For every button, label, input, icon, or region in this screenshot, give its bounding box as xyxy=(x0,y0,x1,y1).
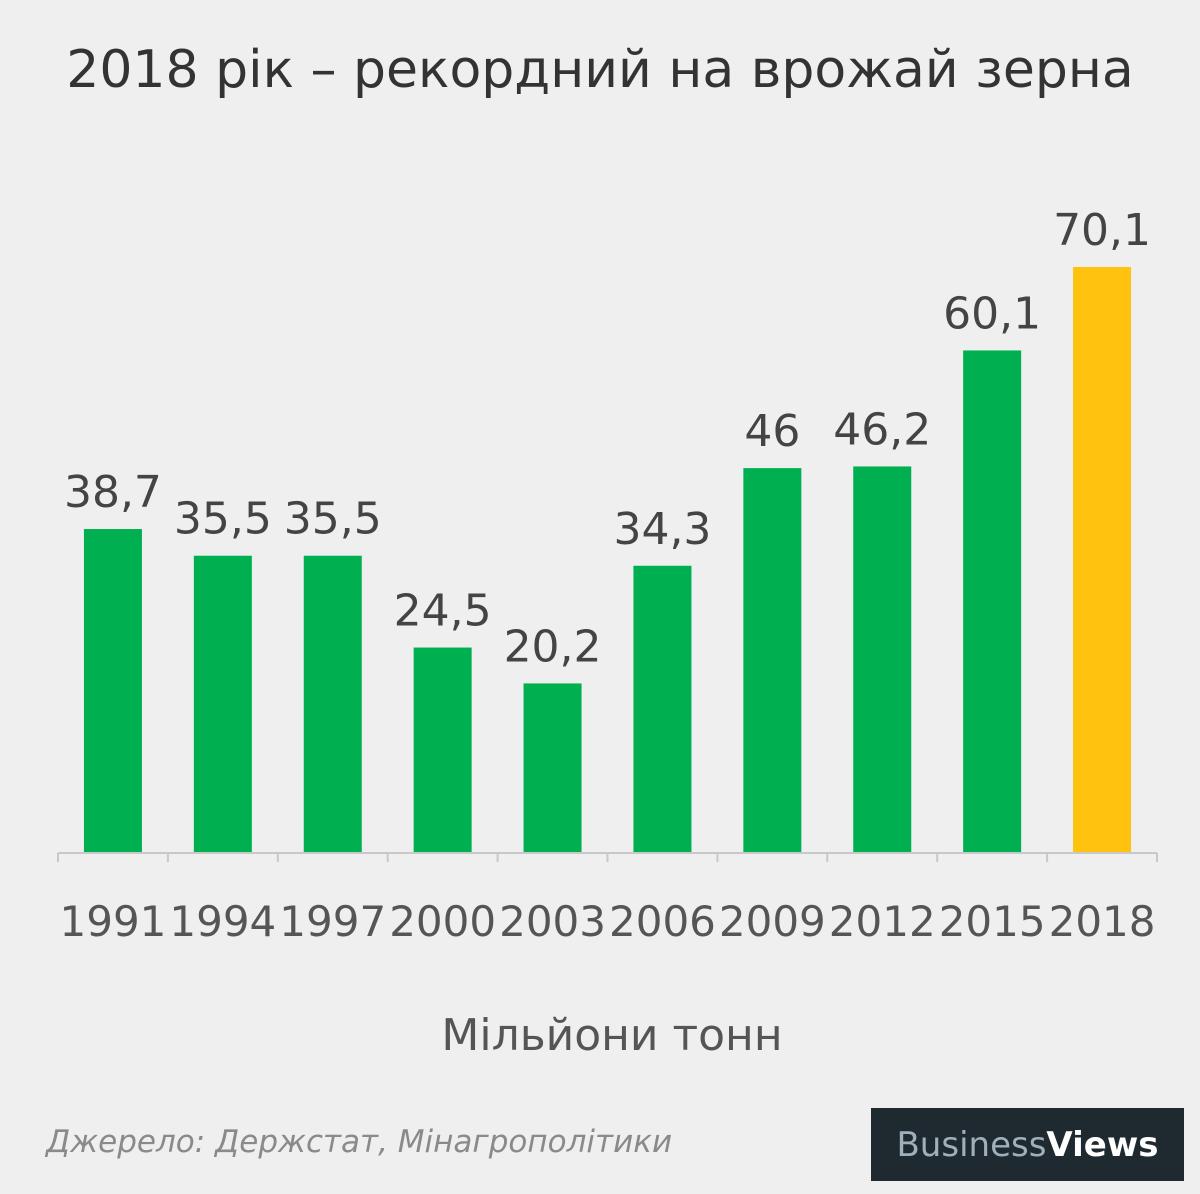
x-tick-label-2009: 2009 xyxy=(719,897,826,946)
x-tick-label-2000: 2000 xyxy=(389,897,496,946)
value-label-2009: 46 xyxy=(744,406,800,457)
chart-title: 2018 рік – рекордний на врожай зерна xyxy=(66,40,1134,100)
bar-chart: 38,735,5 35,524,520,234,346 46,260,170,1 1… xyxy=(57,205,1158,946)
x-tick-labels: 1991 1994 1997 2000 2003 2006 2009 2012 2015 2018 xyxy=(60,897,1156,946)
bar-2018 xyxy=(1073,267,1132,852)
bar-1994 xyxy=(193,555,252,852)
unit-label: Мільйони тонн xyxy=(441,1010,783,1061)
bar-1991 xyxy=(83,529,142,852)
logo-text-views: Views xyxy=(1046,1124,1159,1165)
bar-2006 xyxy=(633,565,692,852)
value-label-2015: 60,1 xyxy=(943,288,1041,339)
value-label-1991: 38,7 xyxy=(64,467,162,518)
bar-2000 xyxy=(413,647,472,852)
x-tick-label-2018: 2018 xyxy=(1049,897,1156,946)
value-label-2012: 46,2 xyxy=(833,404,931,455)
x-tick-label-2012: 2012 xyxy=(829,897,936,946)
value-label-2003: 20,2 xyxy=(504,621,602,672)
bar-1997 xyxy=(303,555,362,852)
x-tick-label-1994: 1994 xyxy=(169,897,276,946)
logo-text-business: Business xyxy=(896,1124,1047,1165)
bars-layer xyxy=(83,267,1132,852)
x-tick-label-1991: 1991 xyxy=(60,897,167,946)
value-label-2000: 24,5 xyxy=(394,586,492,637)
value-label-1997: 35,5 xyxy=(284,494,382,545)
value-label-2018: 70,1 xyxy=(1053,205,1151,256)
value-label-1994: 35,5 xyxy=(174,494,272,545)
x-tick-label-2015: 2015 xyxy=(939,897,1046,946)
x-tick-label-1997: 1997 xyxy=(279,897,386,946)
bar-2003 xyxy=(523,683,582,852)
x-tick-label-2003: 2003 xyxy=(499,897,606,946)
businessviews-logo: Business Views xyxy=(871,1108,1184,1181)
bar-2015 xyxy=(963,350,1022,852)
source-note: Джерело: Держстат, Мінагрополітики xyxy=(46,1124,673,1160)
value-label-2006: 34,3 xyxy=(613,504,711,555)
value-labels: 38,735,5 35,524,520,234,346 46,260,170,1 xyxy=(64,205,1151,672)
bar-2012 xyxy=(853,466,912,852)
x-tick-label-2006: 2006 xyxy=(609,897,716,946)
x-axis xyxy=(57,852,1158,862)
bar-2009 xyxy=(743,468,802,852)
